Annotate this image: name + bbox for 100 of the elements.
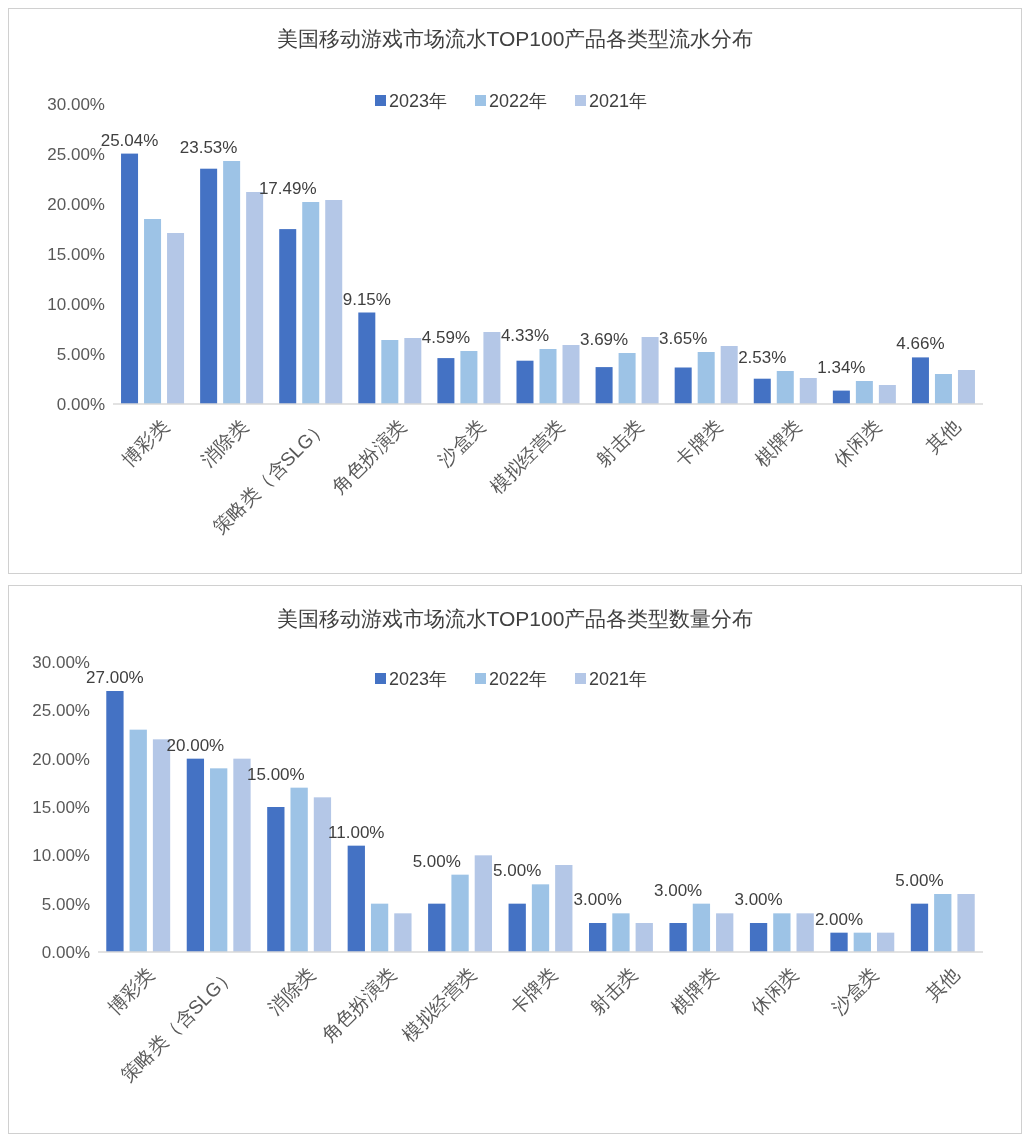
y-tick-label: 5.00% (41, 894, 90, 914)
legend-label: 2023年 (389, 669, 448, 689)
bar (347, 845, 365, 952)
legend-label: 2021年 (589, 91, 648, 111)
bar (516, 360, 534, 404)
bar (186, 758, 205, 952)
bar (404, 338, 422, 404)
bar (121, 153, 139, 404)
bar (876, 932, 895, 952)
bar (669, 923, 687, 952)
data-label: 15.00% (247, 764, 305, 784)
data-label: 5.00% (493, 861, 542, 881)
bar (129, 729, 147, 952)
x-tick-label: 其他 (922, 415, 964, 458)
bar (910, 903, 929, 952)
bar (796, 913, 814, 952)
data-label: 5.00% (895, 871, 944, 890)
x-tick-label: 射击类 (592, 415, 648, 471)
bar (200, 168, 218, 404)
y-tick-label: 25.00% (32, 701, 90, 721)
bar (381, 340, 399, 404)
bar (878, 385, 896, 404)
bar (618, 353, 636, 404)
bar (830, 932, 848, 952)
bar (776, 371, 794, 404)
data-label: 3.00% (573, 890, 622, 910)
y-tick-label: 10.00% (32, 846, 90, 866)
legend-label: 2021年 (589, 669, 648, 689)
x-tick-label: 其他 (921, 963, 964, 1006)
x-tick-label: 角色扮演类 (328, 415, 411, 498)
data-label: 2.53% (738, 348, 787, 367)
bar (562, 345, 580, 404)
y-tick-label: 0.00% (56, 395, 105, 414)
y-tick-label: 5.00% (56, 345, 105, 364)
bar (210, 768, 228, 952)
bar (720, 346, 738, 404)
bar (106, 691, 124, 952)
data-label: 3.00% (654, 880, 703, 900)
x-tick-label: 卡牌类 (505, 963, 561, 1019)
bar (957, 894, 975, 952)
x-tick-label: 射击类 (586, 963, 642, 1019)
x-tick-label: 棋牌类 (666, 963, 722, 1019)
x-tick-label: 消除类 (264, 963, 320, 1019)
y-tick-label: 30.00% (47, 95, 105, 114)
bar (697, 352, 715, 404)
y-tick-label: 15.00% (32, 798, 90, 817)
bar (555, 865, 573, 952)
data-label: 3.65% (659, 329, 708, 348)
bar (508, 903, 526, 952)
bar (539, 349, 557, 404)
x-tick-label: 模拟经营类 (398, 963, 481, 1046)
bar (267, 807, 285, 952)
bar (855, 381, 873, 404)
bar (799, 378, 817, 404)
bar (716, 913, 734, 952)
x-tick-label: 消除类 (196, 415, 253, 471)
bar (853, 932, 871, 952)
bar (474, 855, 492, 952)
bar (595, 367, 613, 404)
x-tick-label: 休闲类 (829, 415, 885, 471)
data-label: 5.00% (412, 851, 461, 871)
bar (674, 367, 692, 404)
bar (394, 913, 412, 952)
bar (279, 229, 297, 404)
x-tick-label: 角色扮演类 (318, 963, 401, 1046)
bar (749, 923, 768, 952)
y-tick-label: 0.00% (41, 943, 90, 962)
data-label: 9.15% (342, 289, 391, 309)
data-label: 23.53% (179, 138, 238, 157)
data-label: 3.00% (734, 890, 783, 910)
bar (483, 332, 501, 404)
x-tick-label: 博彩类 (117, 415, 173, 471)
bar (589, 923, 607, 952)
data-label: 3.69% (579, 330, 629, 349)
chart-title: 美国移动游戏市场流水TOP100产品各类型流水分布 (276, 27, 754, 50)
legend-label: 2023年 (389, 91, 448, 111)
bar (641, 337, 659, 404)
bar (358, 312, 376, 404)
bar (612, 913, 630, 952)
bar (934, 374, 952, 404)
bar (325, 200, 343, 404)
x-tick-label: 卡牌类 (671, 415, 727, 471)
bar (460, 351, 478, 404)
y-tick-label: 25.00% (47, 145, 105, 164)
bar (428, 903, 446, 952)
data-label: 1.34% (817, 358, 866, 377)
x-tick-label: 博彩类 (103, 963, 159, 1019)
bar (370, 903, 389, 952)
bar (451, 874, 469, 952)
bar (167, 233, 185, 404)
data-label: 11.00% (328, 822, 385, 842)
data-label: 4.66% (896, 334, 945, 354)
bar (223, 161, 241, 404)
bar (246, 192, 264, 404)
bar (302, 202, 320, 404)
data-label: 2.00% (814, 909, 864, 929)
bar (290, 787, 308, 952)
y-tick-label: 15.00% (47, 245, 105, 264)
bar (753, 378, 771, 404)
bar (437, 358, 455, 404)
